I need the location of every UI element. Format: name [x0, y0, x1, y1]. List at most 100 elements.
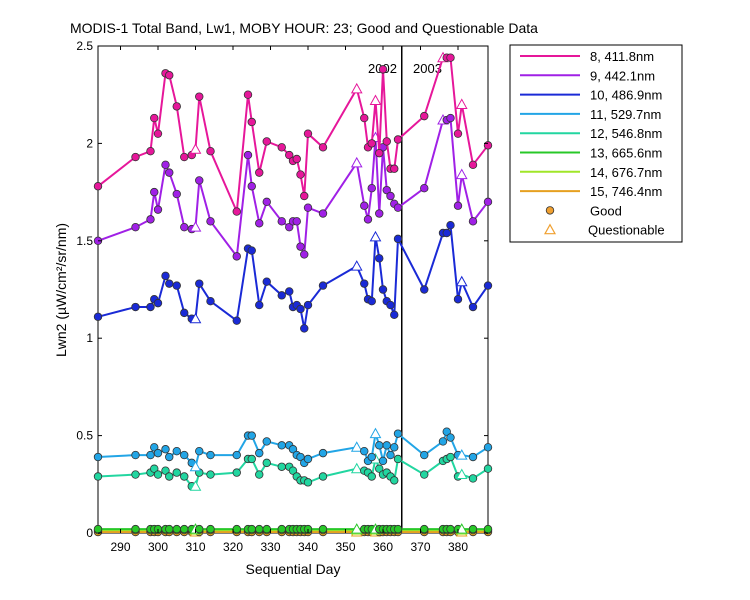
data-point — [390, 164, 399, 173]
data-point — [420, 184, 429, 193]
data-point — [360, 279, 369, 288]
data-point — [247, 117, 256, 127]
data-point — [277, 291, 286, 300]
data-point — [165, 472, 174, 481]
data-point — [292, 217, 301, 226]
data-point — [172, 281, 181, 290]
legend-good-label: Good — [590, 203, 622, 218]
data-point — [318, 524, 328, 534]
data-point — [393, 429, 403, 438]
data-point — [161, 445, 170, 454]
data-point-questionable — [189, 143, 202, 154]
y-tick-label: 2.5 — [76, 39, 93, 53]
legend: 8, 411.8nm 9, 442.1nm 10, 486.9nm 11, 529.7… — [509, 44, 683, 243]
x-tick-label: 300 — [148, 540, 168, 554]
data-point — [153, 448, 163, 458]
data-point — [232, 468, 241, 477]
data-point — [453, 129, 463, 138]
data-point — [483, 464, 493, 473]
data-point — [165, 279, 174, 288]
data-point-questionable — [350, 82, 363, 94]
data-point — [172, 189, 181, 199]
data-point — [446, 53, 455, 62]
data-point — [146, 146, 155, 156]
data-point — [195, 176, 204, 185]
data-point — [300, 250, 309, 259]
data-point — [375, 254, 384, 263]
data-point — [262, 524, 271, 534]
data-point — [296, 242, 305, 251]
legend-questionable-label: Questionable — [588, 223, 665, 238]
data-point — [195, 524, 204, 534]
data-point — [195, 446, 204, 456]
data-point — [382, 185, 391, 195]
x-tick-label: 340 — [298, 540, 318, 554]
data-point-questionable — [189, 480, 202, 491]
data-point — [195, 279, 204, 288]
data-point-questionable — [369, 427, 382, 439]
x-tick-label: 380 — [448, 540, 468, 554]
chart-title: MODIS-1 Total Band, Lw1, MOBY HOUR: 23; … — [70, 20, 538, 36]
x-tick-label: 310 — [185, 540, 205, 554]
data-point — [206, 217, 215, 226]
data-point — [206, 146, 215, 156]
data-point — [172, 524, 181, 534]
data-point — [318, 448, 328, 458]
data-point-questionable — [455, 275, 468, 287]
data-point — [382, 441, 391, 450]
data-point — [161, 160, 170, 170]
data-point — [232, 316, 241, 325]
legend-good-marker — [545, 206, 555, 215]
data-point — [195, 92, 204, 101]
data-point — [255, 300, 264, 310]
y-tick-label: 1 — [86, 331, 93, 345]
data-point — [172, 468, 181, 477]
data-point-questionable — [189, 460, 202, 472]
data-point — [386, 191, 395, 201]
data-point — [153, 129, 163, 138]
data-point — [153, 205, 163, 214]
data-point — [446, 221, 455, 230]
legend-box — [509, 44, 683, 243]
x-tick-label: 290 — [110, 540, 130, 554]
data-point — [243, 150, 253, 160]
data-point — [180, 472, 189, 481]
data-point-questionable — [455, 168, 468, 180]
data-point — [131, 450, 140, 460]
data-point — [262, 437, 271, 446]
data-point-questionable — [350, 523, 363, 534]
data-point — [288, 445, 298, 454]
x-tick-label: 370 — [410, 540, 430, 554]
data-point — [285, 222, 294, 232]
data-point — [303, 454, 313, 464]
series-1 — [93, 51, 493, 216]
data-point — [483, 281, 493, 290]
data-point — [232, 252, 241, 261]
y-tick-label: 1.5 — [76, 234, 93, 248]
data-point — [420, 470, 429, 479]
data-point — [318, 281, 328, 290]
data-point — [303, 203, 313, 212]
plot-area: 20022003 — [93, 45, 493, 537]
data-point — [468, 217, 478, 226]
data-point — [367, 452, 376, 462]
data-point — [277, 217, 286, 226]
data-point — [247, 454, 256, 464]
data-point — [442, 427, 451, 436]
data-point — [375, 209, 384, 218]
data-point — [386, 450, 395, 460]
data-point — [146, 450, 155, 460]
data-point — [483, 197, 493, 207]
data-point — [367, 184, 376, 193]
data-point — [483, 141, 493, 150]
data-point — [180, 524, 189, 534]
data-point — [131, 302, 140, 312]
data-point — [161, 466, 170, 475]
data-point — [300, 191, 309, 201]
data-point — [438, 437, 448, 446]
data-point — [367, 139, 376, 148]
data-point — [393, 524, 403, 534]
data-point-questionable — [350, 260, 363, 271]
data-point — [375, 148, 384, 158]
data-point — [150, 113, 159, 123]
